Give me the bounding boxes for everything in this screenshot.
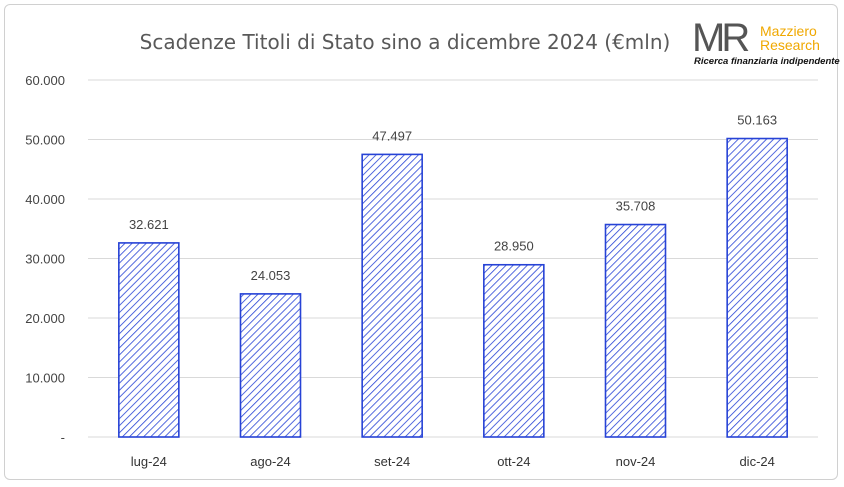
logo-name-line2: Research xyxy=(760,37,820,53)
y-tick-label: 10.000 xyxy=(25,371,65,386)
x-tick-label: dic-24 xyxy=(739,454,774,469)
data-label: 32.621 xyxy=(129,217,169,232)
company-logo: MR Mazziero Research Ricerca finanziaria… xyxy=(692,16,840,70)
bar-ago-24 xyxy=(239,293,302,438)
data-label: 47.497 xyxy=(372,128,412,143)
x-axis: lug-24 ago-24 set-24 ott-24 nov-24 dic-24 xyxy=(131,454,775,469)
bar-dic-24 xyxy=(726,137,788,438)
logo-name-line1: Mazziero xyxy=(760,23,817,39)
data-label: 28.950 xyxy=(494,239,534,254)
data-label: 24.053 xyxy=(251,268,291,283)
y-tick-label: 40.000 xyxy=(25,192,65,207)
logo-tagline: Ricerca finanziaria indipendente xyxy=(694,56,840,67)
bars xyxy=(118,137,788,438)
bar-lug-24 xyxy=(118,242,180,438)
y-tick-label: 50.000 xyxy=(25,133,65,148)
x-tick-label: ott-24 xyxy=(497,454,530,469)
chart-title: Scadenze Titoli di Stato sino a dicembre… xyxy=(139,30,671,54)
data-labels: 32.621 24.053 47.497 28.950 35.708 50.163 xyxy=(129,113,777,283)
bar-set-24 xyxy=(361,153,423,438)
x-tick-label: set-24 xyxy=(374,454,410,469)
x-tick-label: ago-24 xyxy=(250,454,290,469)
y-axis: - 10.000 20.000 30.000 40.000 50.000 60.000 xyxy=(25,73,65,445)
data-label: 50.163 xyxy=(737,113,777,128)
x-tick-label: lug-24 xyxy=(131,454,167,469)
y-tick-label: 20.000 xyxy=(25,311,65,326)
bar-ott-24 xyxy=(483,263,545,438)
logo-name: Mazziero Research xyxy=(760,24,820,52)
bar-nov-24 xyxy=(604,223,667,438)
y-tick-label: - xyxy=(61,430,65,445)
y-tick-label: 60.000 xyxy=(25,73,65,88)
gridlines xyxy=(88,79,818,438)
y-tick-label: 30.000 xyxy=(25,252,65,267)
data-label: 35.708 xyxy=(616,199,656,214)
logo-mark: MR xyxy=(692,16,750,60)
x-tick-label: nov-24 xyxy=(616,454,656,469)
